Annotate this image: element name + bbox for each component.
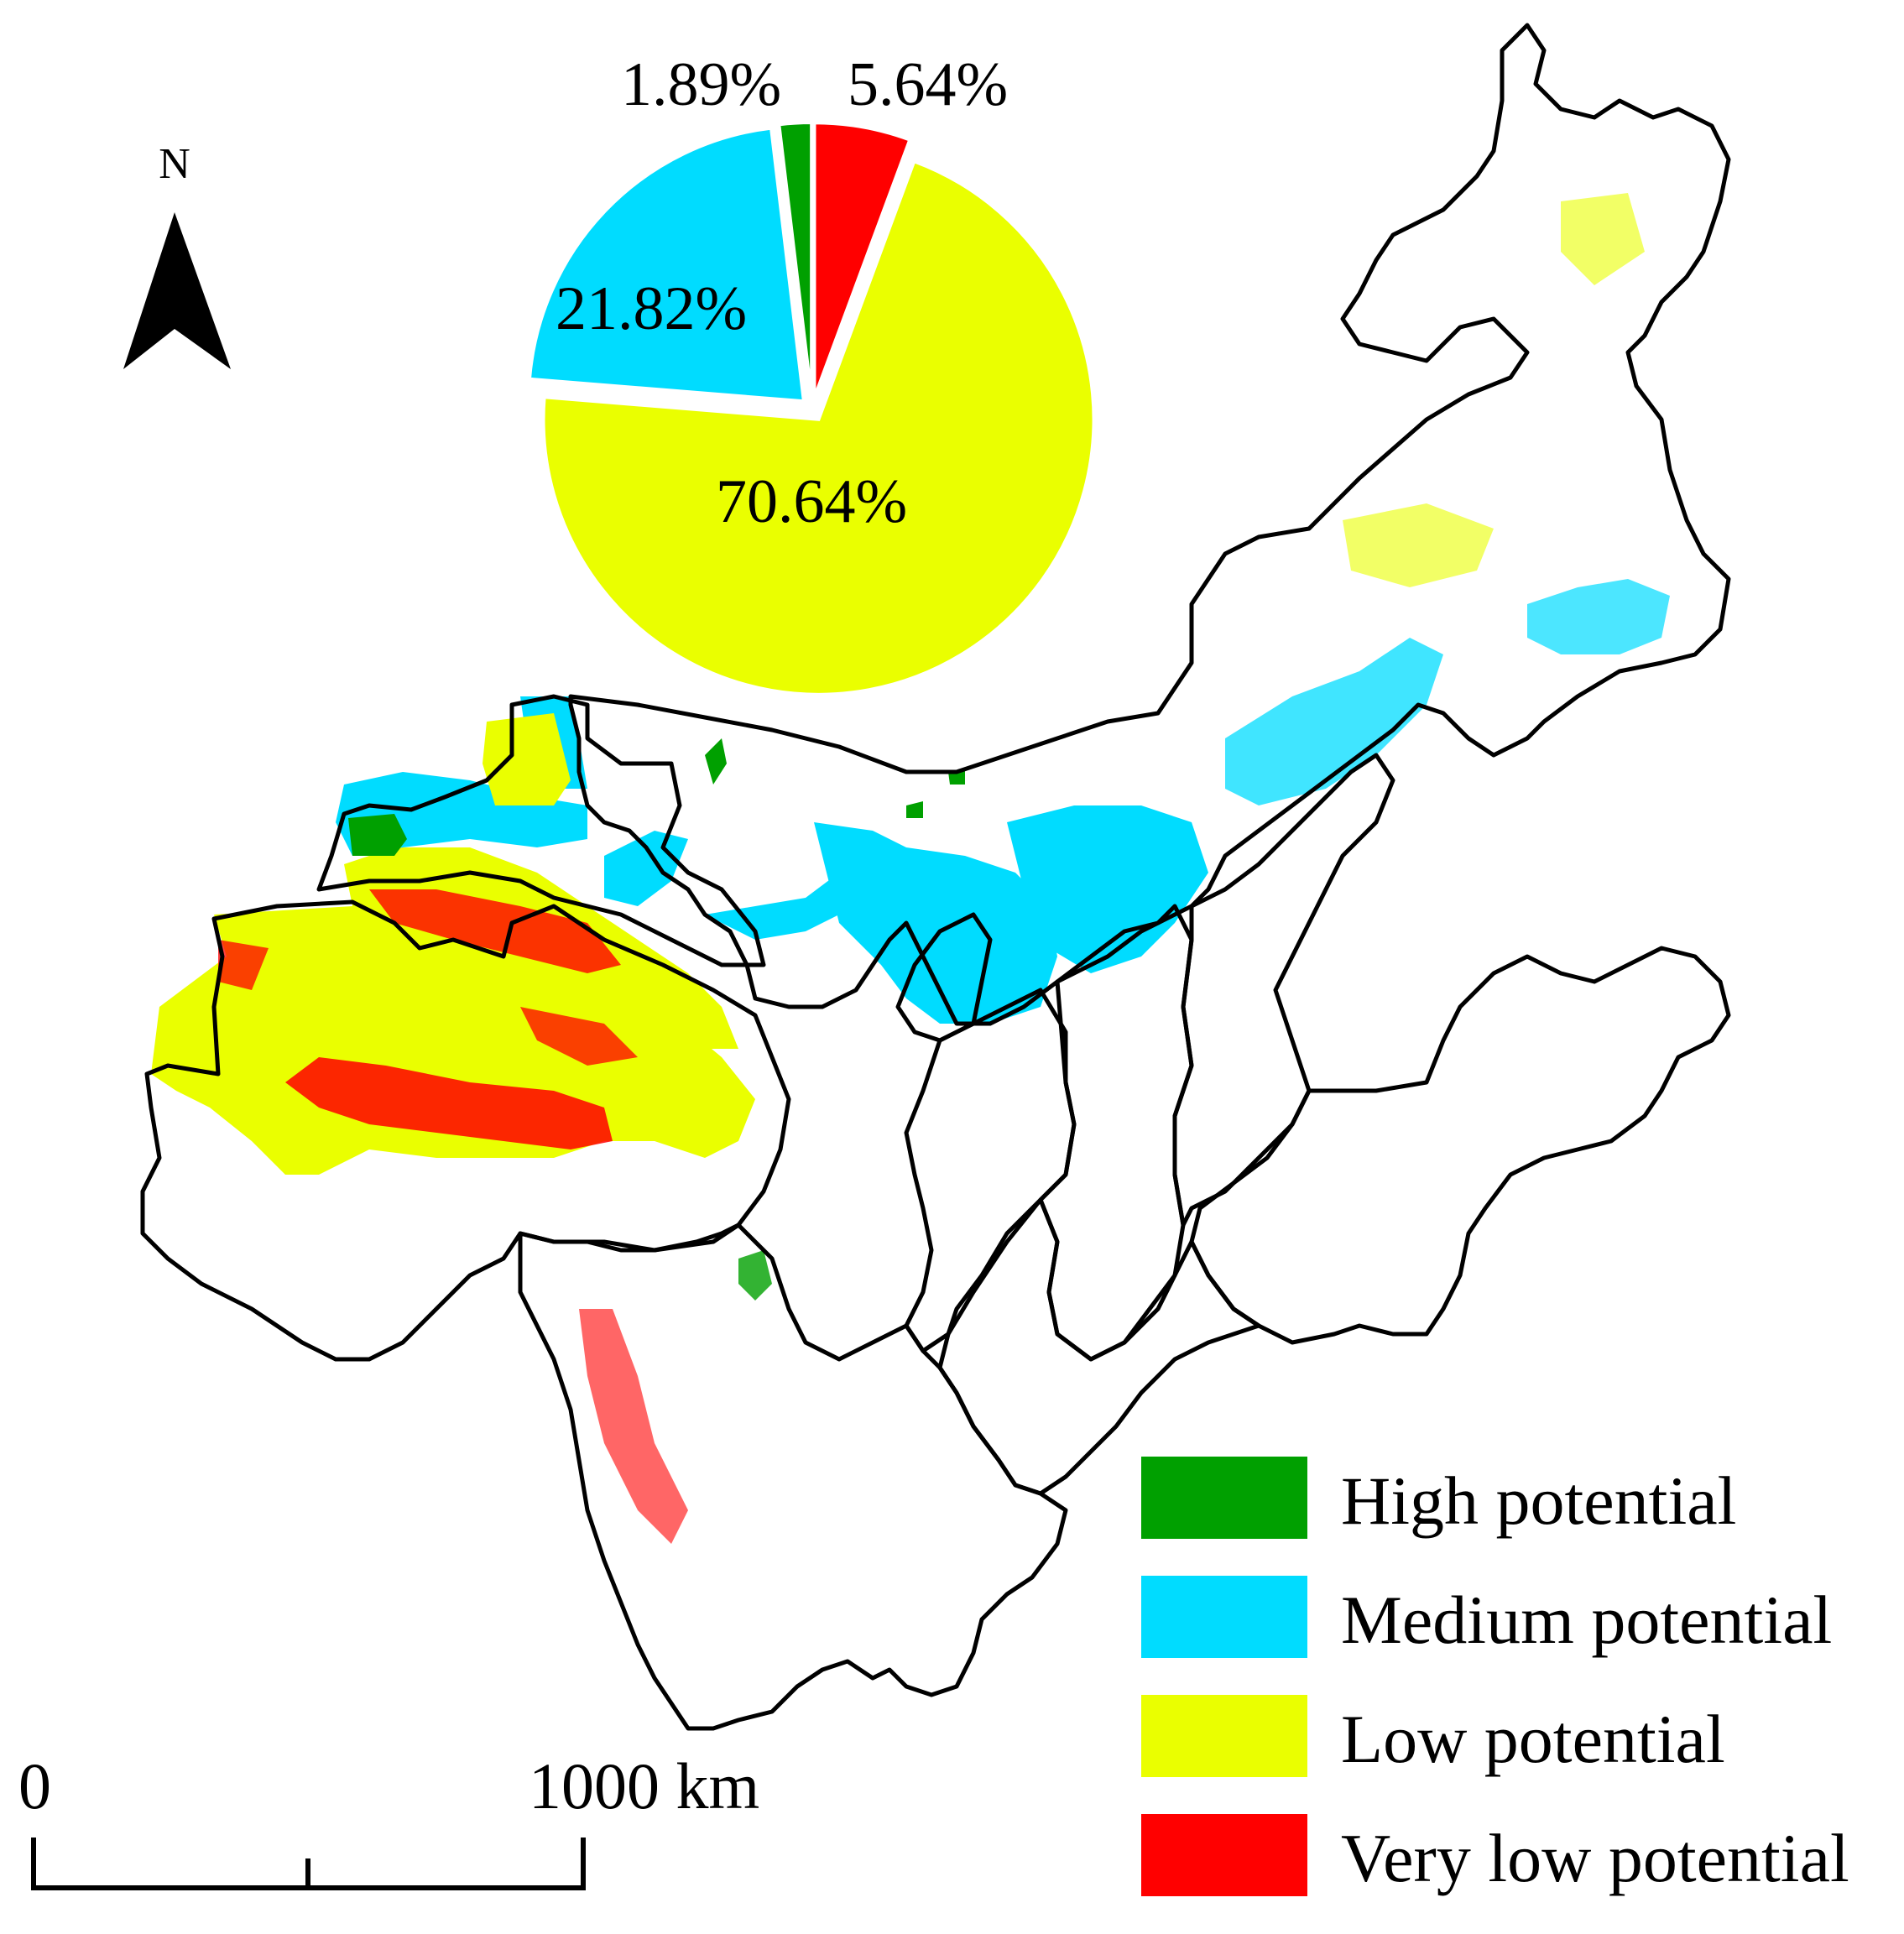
boundary-inner-mongolia [568, 23, 1731, 1026]
medium-potential-patch-ne2 [1527, 579, 1670, 654]
scale-label-start: 0 [18, 1749, 51, 1822]
low-potential-patch-nw [483, 713, 571, 805]
pie-slice-high [777, 121, 814, 399]
pie-label-high: 1.89% [621, 50, 781, 119]
medium-potential-patch-east-band [814, 822, 1057, 1024]
legend-swatch-medium [1141, 1576, 1307, 1658]
pie-label-low: 70.64% [716, 467, 907, 536]
low-potential-patch-ne [1343, 193, 1645, 587]
very-low-patch-3 [218, 940, 638, 1066]
pie-label-medium: 21.82% [556, 274, 747, 343]
north-arrow: N [123, 140, 231, 369]
medium-potential-patch-central [604, 831, 856, 940]
boundary-shaanxi [904, 988, 1077, 1353]
legend-swatch-high [1141, 1457, 1307, 1539]
high-potential-patch-n [705, 738, 965, 818]
boundary-hebei [1172, 753, 1395, 1228]
boundary-ningxia [895, 912, 993, 1043]
legend-label-low: Low potential [1341, 1701, 1725, 1777]
north-arrow-icon [123, 212, 231, 369]
low-potential-patch-west [151, 889, 755, 1175]
legend-label-very-low: Very low potential [1341, 1820, 1849, 1896]
legend-label-high: High potential [1341, 1462, 1736, 1539]
boundary-henan [937, 1197, 1261, 1496]
legend-label-medium: Medium potential [1341, 1582, 1832, 1658]
legend: High potential Medium potential Low pote… [1141, 1457, 1849, 1896]
pie-chart [527, 121, 1096, 696]
boundary-sichuan [518, 1222, 1068, 1731]
potential-patches [151, 193, 1670, 1544]
very-low-patch-2 [369, 889, 621, 973]
medium-potential-patch-central2 [1007, 805, 1208, 973]
region-map [140, 23, 1731, 1731]
scale-label-end: 1000 km [529, 1749, 759, 1822]
pie-slice-very-low [812, 121, 912, 399]
north-label: N [159, 140, 190, 188]
pie-slice-low [541, 159, 1096, 696]
legend-swatch-very-low [1141, 1814, 1307, 1896]
very-low-patch-south [579, 1309, 688, 1544]
pie-label-very-low: 5.64% [848, 50, 1008, 119]
legend-swatch-low [1141, 1695, 1307, 1777]
very-low-patch-1 [285, 1057, 613, 1149]
scale-bar: 0 1000 km [18, 1749, 759, 1890]
province-boundaries [140, 23, 1731, 1731]
pie-slice-medium [527, 126, 806, 404]
scale-bar-line [31, 1838, 586, 1890]
high-potential-patch-south [738, 1250, 772, 1301]
high-potential-patch-nw [348, 814, 407, 856]
medium-potential-patch-ne [1225, 638, 1443, 805]
boundary-northwest [316, 694, 766, 967]
